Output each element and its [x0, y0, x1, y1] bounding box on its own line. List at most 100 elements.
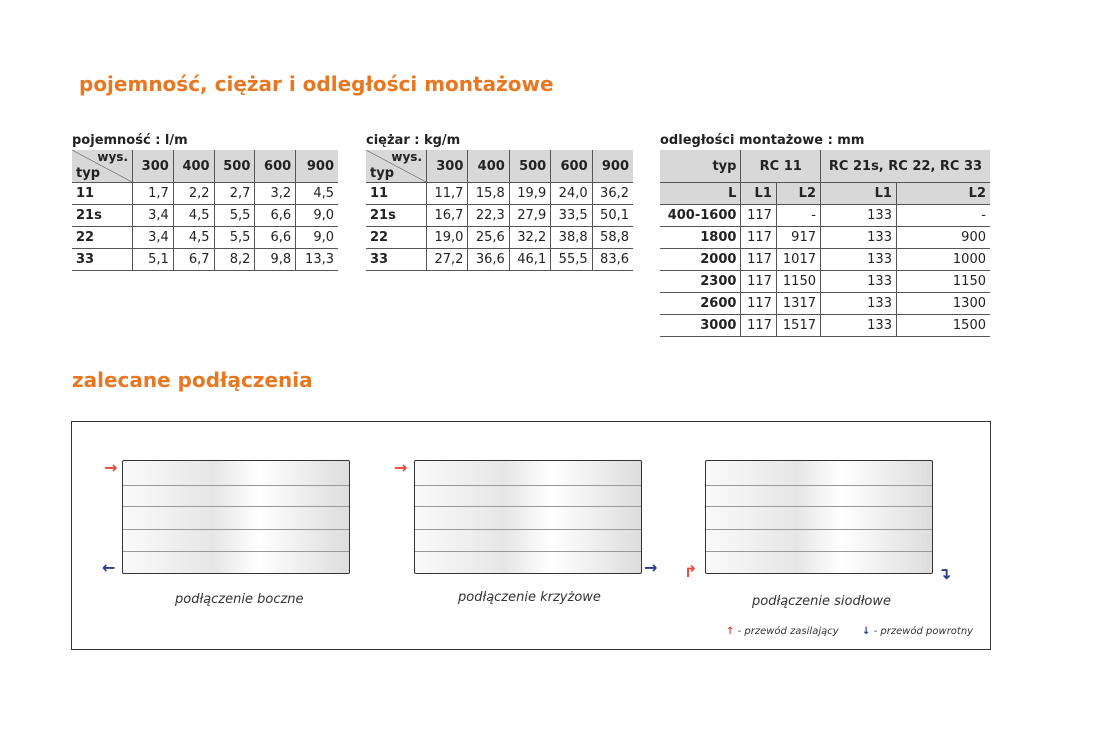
value-cell: 13,3	[295, 248, 338, 271]
value-cell: 133	[820, 248, 897, 271]
panel-line	[415, 551, 641, 552]
group-header: RC 11	[740, 150, 821, 183]
column-header: L1	[820, 182, 897, 205]
value-cell: 5,5	[213, 204, 255, 227]
value-cell: 1150	[895, 270, 990, 293]
type-cell: 21s	[366, 204, 427, 227]
table-row: 2000 117 1017 133 1000	[660, 248, 990, 271]
value-cell: 36,2	[591, 182, 633, 205]
group-header: RC 21s, RC 22, RC 33	[820, 150, 990, 183]
value-cell: 1000	[895, 248, 990, 271]
value-cell: 1517	[775, 314, 821, 337]
table-row: 11 1,7 2,2 2,7 3,2 4,5	[72, 182, 338, 205]
data-table: wys. typ 300 400 500 600 900 11 1,7 2,2 2,7 3,2 4,5 2…	[72, 150, 338, 271]
value-cell: 55,5	[550, 248, 593, 271]
label-saddle: podłączenie siodłowe	[752, 594, 892, 609]
panel-line	[706, 506, 932, 507]
subheader-row: L L1 L2 L1 L2	[660, 182, 990, 205]
return-arrow-icon: →	[644, 558, 658, 577]
value-cell: 33,5	[550, 204, 593, 227]
value-cell: -	[895, 204, 990, 227]
table-caption: ciężar : kg/m	[366, 133, 461, 148]
value-cell: 16,7	[425, 204, 468, 227]
table-caption: pojemność : l/m	[72, 133, 188, 148]
length-cell: 3000	[660, 314, 741, 337]
value-cell: 24,0	[550, 182, 593, 205]
value-cell: 4,5	[172, 226, 215, 249]
value-cell: 19,0	[425, 226, 468, 249]
corner-cell: wys. typ	[366, 150, 427, 183]
panel-line	[123, 529, 349, 530]
column-header: L2	[895, 182, 990, 205]
table-row: 400-1600 117-133-	[660, 204, 990, 227]
corner-cell: wys. typ	[72, 150, 133, 183]
connections-title: zalecane podłączenia	[72, 368, 313, 392]
value-cell: 133	[820, 270, 897, 293]
value-cell: 11,7	[425, 182, 468, 205]
value-cell: 1300	[895, 292, 990, 315]
connections-diagram: → ← → → ↱ ↴ podłączenie boczne podłączen…	[71, 421, 991, 650]
value-cell: -	[775, 204, 821, 227]
column-header: 500	[508, 150, 551, 183]
corner-top: wys.	[391, 150, 422, 164]
value-cell: 9,0	[295, 204, 338, 227]
table-row: 1800 117 917 133 900	[660, 226, 990, 249]
panel-line	[706, 529, 932, 530]
value-cell: 117	[740, 204, 777, 227]
table-row: 2300 117 1150 133 1150	[660, 270, 990, 293]
value-cell: 1017	[775, 248, 821, 271]
panel-line	[123, 485, 349, 486]
supply-arrow-icon: →	[104, 458, 118, 477]
table-row: 3000 117 1517 133 1500	[660, 314, 990, 337]
value-cell: 22,3	[467, 204, 510, 227]
corner-bottom: typ	[370, 166, 394, 181]
value-cell: 1150	[775, 270, 821, 293]
value-cell: 117	[740, 248, 777, 271]
value-cell: 27,9	[508, 204, 551, 227]
value-cell: 6,6	[254, 226, 296, 249]
value-cell: 1500	[895, 314, 990, 337]
table-row: 2600 117 1317 133 1300	[660, 292, 990, 315]
column-header: L	[660, 182, 741, 205]
panel-line	[123, 551, 349, 552]
value-cell: 15,8	[467, 182, 510, 205]
data-table: typ RC 11 RC 21s, RC 22, RC 33 L L1 L2 L1 L2 400…	[660, 150, 990, 337]
value-cell: 117	[740, 226, 777, 249]
type-header: typ	[660, 150, 741, 183]
column-header: 600	[550, 150, 593, 183]
supply-legend-icon: ↑	[726, 626, 735, 637]
data-table: wys. typ 300 400 500 600 900 11 11,7 15,8 19,9 24,0…	[366, 150, 633, 271]
legend-supply: - przewód zasilający	[737, 626, 839, 637]
radiator-cross	[414, 460, 642, 574]
type-cell: 21s	[72, 204, 133, 227]
value-cell: 5,5	[213, 226, 255, 249]
type-cell: 22	[366, 226, 427, 249]
column-header: 900	[591, 150, 633, 183]
table-row: 33 5,1 6,7 8,2 9,8 13,3	[72, 248, 338, 271]
panel-line	[123, 506, 349, 507]
column-header: L2	[775, 182, 821, 205]
value-cell: 900	[895, 226, 990, 249]
value-cell: 27,2	[425, 248, 468, 271]
value-cell: 6,7	[172, 248, 215, 271]
value-cell: 5,1	[132, 248, 174, 271]
capacity-table: pojemność : l/m wys. typ 300 400 500 600 900 11 1…	[72, 133, 338, 271]
table-caption: odległości montażowe : mm	[660, 133, 865, 148]
type-cell: 33	[366, 248, 427, 271]
label-cross: podłączenie krzyżowe	[458, 590, 601, 605]
value-cell: 4,5	[172, 204, 215, 227]
header-row: wys. typ 300 400 500 600 900	[72, 150, 338, 183]
column-header: 400	[467, 150, 510, 183]
value-cell: 133	[820, 292, 897, 315]
column-header: 900	[295, 150, 338, 183]
column-header: 400	[172, 150, 215, 183]
value-cell: 25,6	[467, 226, 510, 249]
value-cell: 1,7	[132, 182, 174, 205]
return-arrow-icon: ←	[102, 558, 116, 577]
value-cell: 46,1	[508, 248, 551, 271]
radiator-saddle	[705, 460, 933, 574]
type-cell: 11	[72, 182, 133, 205]
value-cell: 4,5	[295, 182, 338, 205]
column-header: 600	[254, 150, 296, 183]
panel-line	[415, 485, 641, 486]
